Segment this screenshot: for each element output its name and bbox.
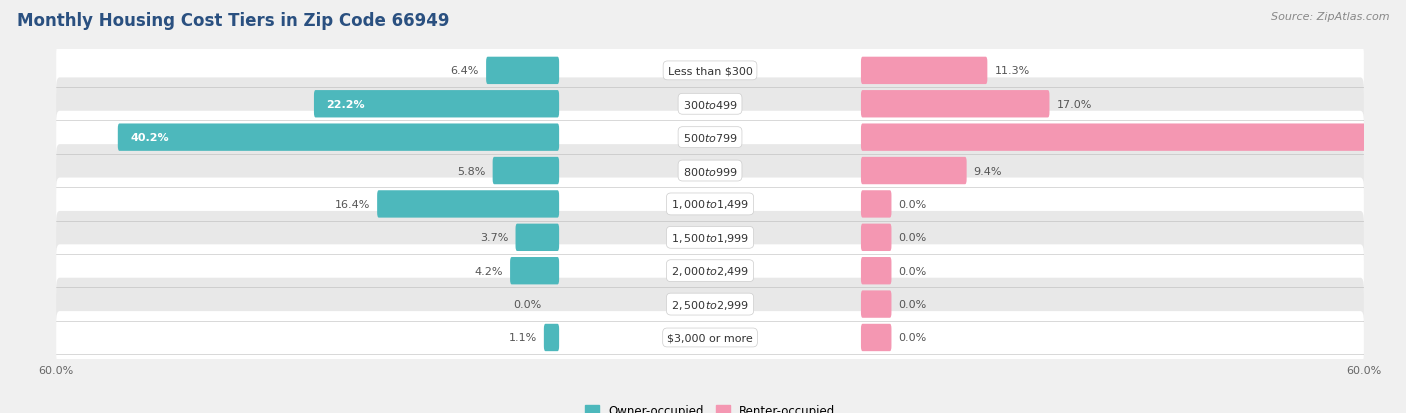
FancyBboxPatch shape <box>860 57 987 85</box>
Text: 0.0%: 0.0% <box>898 266 927 276</box>
Text: 0.0%: 0.0% <box>898 333 927 343</box>
FancyBboxPatch shape <box>510 257 560 285</box>
Text: 0.0%: 0.0% <box>898 199 927 209</box>
Text: 40.2%: 40.2% <box>131 133 169 143</box>
Text: 9.4%: 9.4% <box>974 166 1002 176</box>
Text: 0.0%: 0.0% <box>898 233 927 243</box>
Text: $3,000 or more: $3,000 or more <box>668 333 752 343</box>
Text: 6.4%: 6.4% <box>451 66 479 76</box>
FancyBboxPatch shape <box>860 324 891 351</box>
Text: 1.1%: 1.1% <box>509 333 537 343</box>
Text: 0.0%: 0.0% <box>898 299 927 309</box>
Text: Less than $300: Less than $300 <box>668 66 752 76</box>
Text: 17.0%: 17.0% <box>1056 100 1092 109</box>
FancyBboxPatch shape <box>377 191 560 218</box>
FancyBboxPatch shape <box>516 224 560 252</box>
FancyBboxPatch shape <box>56 178 1364 231</box>
FancyBboxPatch shape <box>860 157 967 185</box>
Text: $1,500 to $1,999: $1,500 to $1,999 <box>671 231 749 244</box>
Text: $500 to $799: $500 to $799 <box>682 132 738 144</box>
Text: $2,000 to $2,499: $2,000 to $2,499 <box>671 265 749 278</box>
FancyBboxPatch shape <box>860 124 1406 152</box>
FancyBboxPatch shape <box>860 257 891 285</box>
FancyBboxPatch shape <box>860 91 1049 118</box>
Legend: Owner-occupied, Renter-occupied: Owner-occupied, Renter-occupied <box>579 399 841 413</box>
Text: $300 to $499: $300 to $499 <box>682 99 738 111</box>
FancyBboxPatch shape <box>860 291 891 318</box>
Text: 0.0%: 0.0% <box>513 299 541 309</box>
FancyBboxPatch shape <box>544 324 560 351</box>
FancyBboxPatch shape <box>860 191 891 218</box>
Text: $2,500 to $2,999: $2,500 to $2,999 <box>671 298 749 311</box>
Text: Source: ZipAtlas.com: Source: ZipAtlas.com <box>1271 12 1389 22</box>
FancyBboxPatch shape <box>56 278 1364 331</box>
FancyBboxPatch shape <box>314 91 560 118</box>
Text: 5.8%: 5.8% <box>457 166 485 176</box>
FancyBboxPatch shape <box>56 245 1364 297</box>
Text: 22.2%: 22.2% <box>326 100 366 109</box>
FancyBboxPatch shape <box>56 78 1364 131</box>
FancyBboxPatch shape <box>860 224 891 252</box>
Text: Monthly Housing Cost Tiers in Zip Code 66949: Monthly Housing Cost Tiers in Zip Code 6… <box>17 12 450 30</box>
FancyBboxPatch shape <box>56 45 1364 97</box>
Text: 4.2%: 4.2% <box>474 266 503 276</box>
FancyBboxPatch shape <box>118 124 560 152</box>
FancyBboxPatch shape <box>56 112 1364 164</box>
Text: $1,000 to $1,499: $1,000 to $1,499 <box>671 198 749 211</box>
Text: 16.4%: 16.4% <box>335 199 370 209</box>
Text: $800 to $999: $800 to $999 <box>682 165 738 177</box>
Text: 3.7%: 3.7% <box>479 233 509 243</box>
FancyBboxPatch shape <box>56 311 1364 364</box>
FancyBboxPatch shape <box>56 145 1364 197</box>
FancyBboxPatch shape <box>56 211 1364 264</box>
FancyBboxPatch shape <box>486 57 560 85</box>
Text: 11.3%: 11.3% <box>994 66 1029 76</box>
FancyBboxPatch shape <box>492 157 560 185</box>
